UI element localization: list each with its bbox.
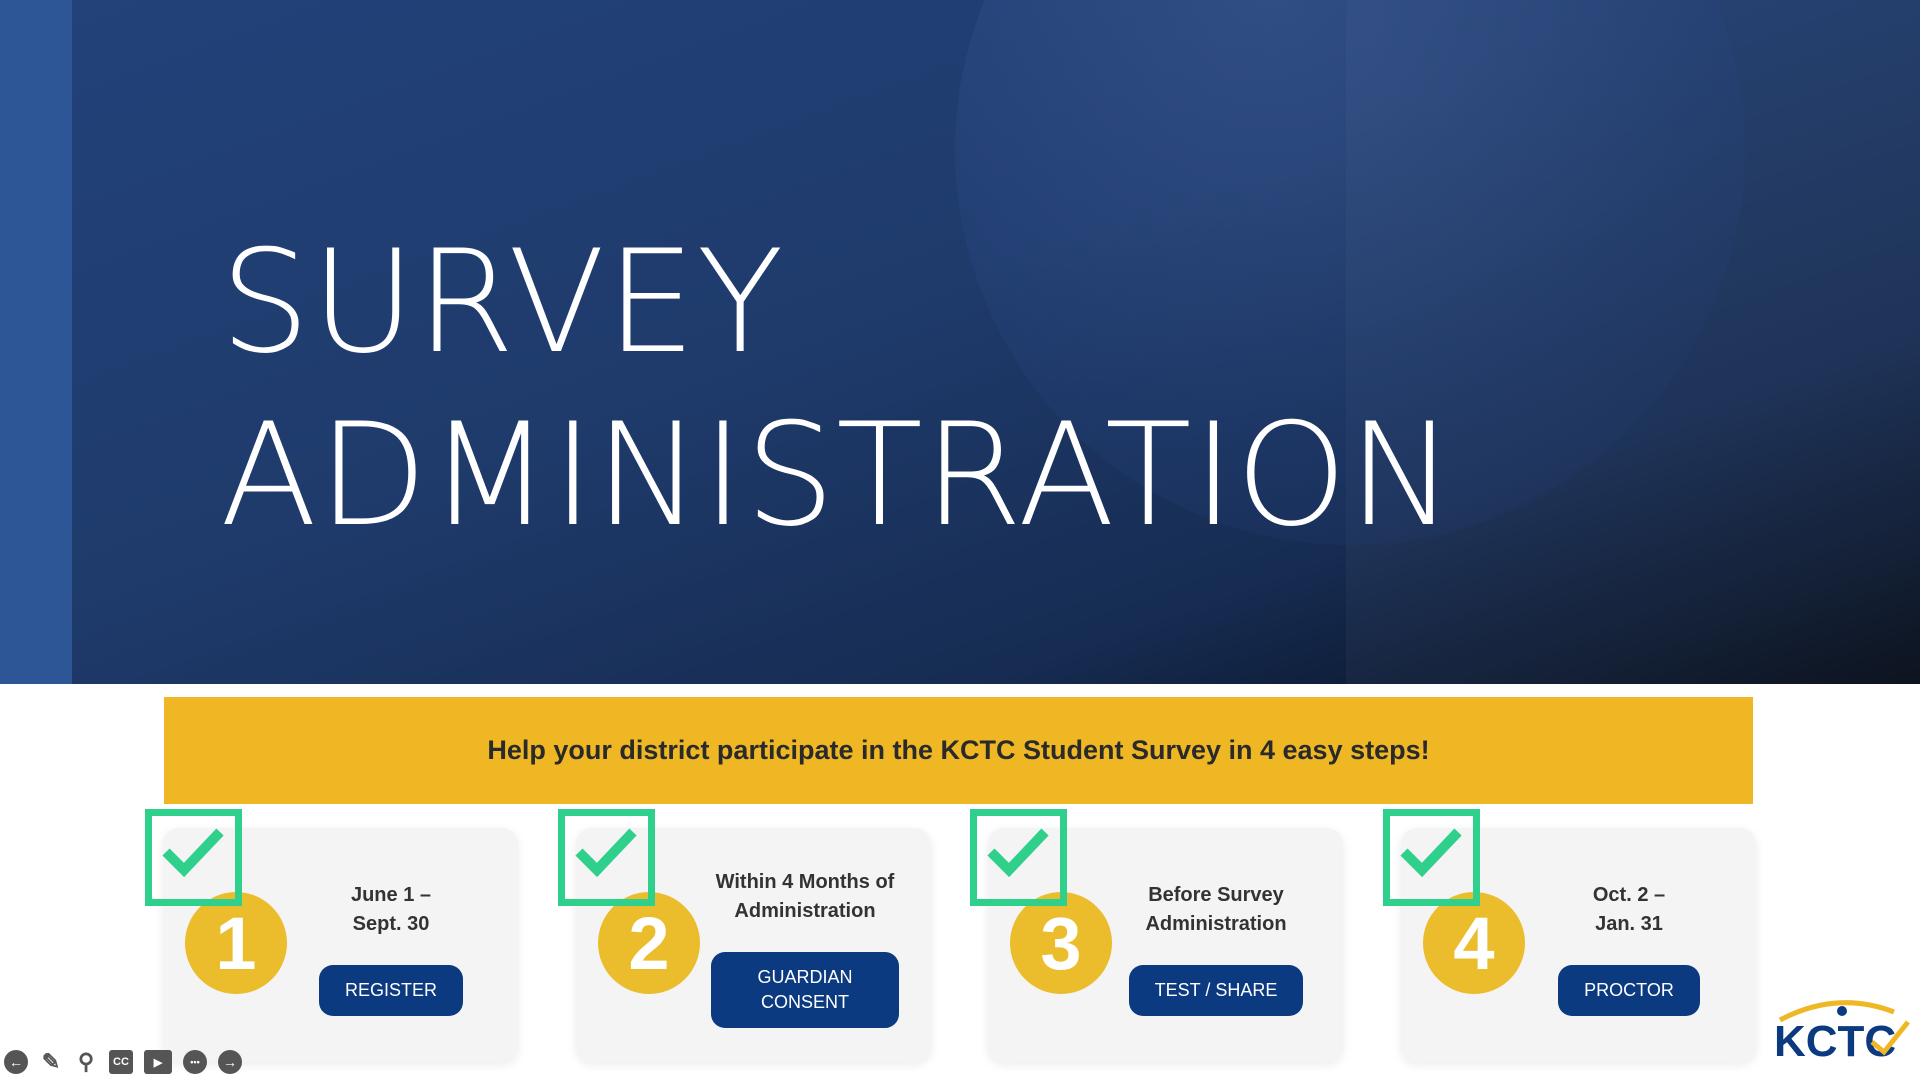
- steps-banner: Help your district participate in the KC…: [164, 697, 1753, 804]
- checkmark-icon: [970, 809, 1067, 906]
- svg-text:KCTC: KCTC: [1774, 1017, 1896, 1065]
- kctc-logo: KCTC: [1774, 1000, 1910, 1065]
- arrow-right-icon[interactable]: →: [218, 1050, 242, 1074]
- accent-stripe: [0, 0, 72, 684]
- magnifier-icon[interactable]: ⚲: [77, 1049, 95, 1074]
- step-timing: June 1 – Sept. 30: [350, 883, 432, 935]
- arrow-left-icon[interactable]: ←: [4, 1050, 28, 1074]
- test-share-button[interactable]: TEST / SHARE: [1128, 964, 1304, 1016]
- guardian-consent-button[interactable]: GUARDIAN CONSENT: [711, 952, 899, 1028]
- more-icon[interactable]: •••: [183, 1050, 207, 1074]
- video-icon[interactable]: ▶: [144, 1050, 172, 1074]
- checkmark-icon: [558, 809, 655, 906]
- step-card-2: 2 Within 4 Months of Administration GUAR…: [558, 809, 931, 1062]
- slide-title-line2: ADMINISTRATION: [220, 393, 1456, 558]
- step-timing: Oct. 2 – Jan. 31: [1592, 883, 1666, 935]
- step-card-1: 1 June 1 – Sept. 30 REGISTER: [145, 809, 518, 1062]
- step-number: 4: [1423, 892, 1525, 994]
- checkmark-icon: [1383, 809, 1480, 906]
- title-hero: SURVEY ADMINISTRATION: [0, 0, 1920, 684]
- step-number: 1: [185, 892, 287, 994]
- register-button[interactable]: REGISTER: [318, 964, 463, 1016]
- proctor-button[interactable]: PROCTOR: [1558, 964, 1700, 1016]
- pencil-icon[interactable]: ✎: [41, 1049, 61, 1074]
- step-timing: Within 4 Months of Administration: [715, 871, 895, 922]
- step-card-3: 3 Before Survey Administration TEST / SH…: [970, 809, 1343, 1062]
- step-card-4: 4 Oct. 2 – Jan. 31 PROCTOR: [1383, 809, 1756, 1062]
- slide-title-line1: SURVEY: [220, 220, 785, 385]
- banner-text: Help your district participate in the KC…: [487, 735, 1430, 765]
- step-number: 3: [1010, 892, 1112, 994]
- step-timing: Before Survey Administration: [1145, 883, 1287, 935]
- step-number: 2: [598, 892, 700, 994]
- checkmark-icon: [145, 809, 242, 906]
- cc-icon[interactable]: CC: [109, 1050, 133, 1074]
- player-toolbar: ← ✎ ⚲ CC ▶ ••• →: [4, 1049, 242, 1074]
